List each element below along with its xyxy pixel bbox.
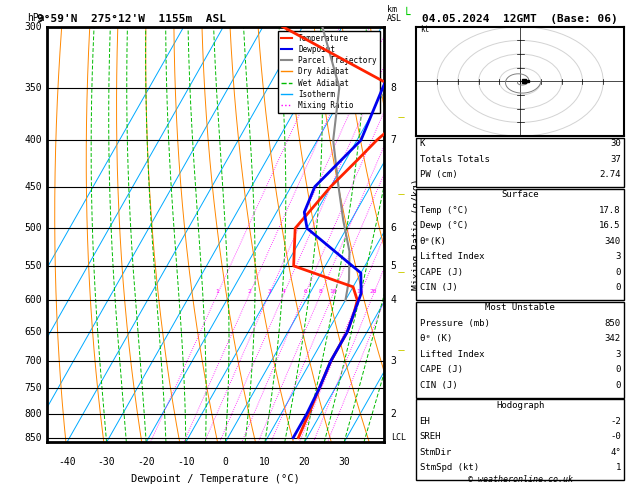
Text: —: — [397,191,404,197]
Text: CAPE (J): CAPE (J) [420,365,462,375]
Text: 7: 7 [391,135,396,145]
Text: Surface: Surface [501,190,539,199]
Text: -0: -0 [610,432,621,441]
Text: 10: 10 [330,289,337,294]
Text: 2: 2 [391,409,396,419]
Text: CIN (J): CIN (J) [420,283,457,293]
Text: 1: 1 [615,463,621,472]
Text: └: └ [403,9,411,22]
Text: Pressure (mb): Pressure (mb) [420,319,489,328]
Text: Lifted Index: Lifted Index [420,252,484,261]
Text: 700: 700 [25,356,42,366]
Text: 750: 750 [25,383,42,393]
Text: —: — [397,114,404,120]
Text: 6: 6 [303,289,307,294]
Text: -10: -10 [177,457,194,467]
Text: 450: 450 [25,182,42,191]
Text: 10: 10 [259,457,271,467]
Text: kt: kt [421,25,430,34]
Text: θᵉ (K): θᵉ (K) [420,334,452,344]
Text: 550: 550 [25,261,42,271]
Text: θᵉ(K): θᵉ(K) [420,237,447,246]
Text: 1: 1 [216,289,220,294]
Text: —: — [397,347,404,353]
Text: Lifted Index: Lifted Index [420,350,484,359]
Text: 850: 850 [604,319,621,328]
Text: 400: 400 [25,135,42,145]
Text: 3: 3 [615,252,621,261]
Text: 340: 340 [604,237,621,246]
Text: © weatheronline.co.uk: © weatheronline.co.uk [468,474,572,484]
Text: 0: 0 [223,457,228,467]
Text: K: K [420,139,425,148]
Text: 4: 4 [282,289,286,294]
Text: km
ASL: km ASL [387,4,402,22]
Text: Hodograph: Hodograph [496,401,544,410]
Text: 20: 20 [299,457,310,467]
Text: 04.05.2024  12GMT  (Base: 06): 04.05.2024 12GMT (Base: 06) [422,14,618,24]
Text: 0: 0 [615,283,621,293]
Text: -20: -20 [137,457,155,467]
Text: 8: 8 [391,83,396,92]
Text: 4: 4 [391,295,396,305]
Text: 16: 16 [357,289,364,294]
Text: PW (cm): PW (cm) [420,170,457,179]
Text: -2: -2 [610,417,621,426]
Text: 16.5: 16.5 [599,221,621,230]
Text: CAPE (J): CAPE (J) [420,268,462,277]
Text: hPa: hPa [27,13,45,22]
Text: 300: 300 [25,22,42,32]
Text: Most Unstable: Most Unstable [485,303,555,312]
Text: Dewp (°C): Dewp (°C) [420,221,468,230]
Text: Mixing Ratio (g/kg): Mixing Ratio (g/kg) [413,179,422,290]
Text: 800: 800 [25,409,42,419]
Text: 3: 3 [615,350,621,359]
Text: Totals Totals: Totals Totals [420,155,489,164]
Text: 0: 0 [615,381,621,390]
Text: 650: 650 [25,327,42,337]
Text: SREH: SREH [420,432,441,441]
Text: 3: 3 [267,289,271,294]
Text: 30: 30 [610,139,621,148]
Text: -30: -30 [97,457,115,467]
Text: 20: 20 [370,289,377,294]
Text: 600: 600 [25,295,42,305]
Text: 17.8: 17.8 [599,206,621,215]
Text: 850: 850 [25,433,42,443]
Text: 0: 0 [615,268,621,277]
Text: 350: 350 [25,83,42,92]
Text: Temp (°C): Temp (°C) [420,206,468,215]
Text: StmSpd (kt): StmSpd (kt) [420,463,479,472]
Text: 30: 30 [338,457,350,467]
Text: 37: 37 [610,155,621,164]
Text: —: — [397,269,404,275]
Text: 342: 342 [604,334,621,344]
Text: EH: EH [420,417,430,426]
Text: 2: 2 [248,289,252,294]
Text: 8: 8 [319,289,323,294]
Text: 9°59'N  275°12'W  1155m  ASL: 9°59'N 275°12'W 1155m ASL [37,14,226,24]
Text: 2.74: 2.74 [599,170,621,179]
Text: 6: 6 [391,223,396,233]
Text: CIN (J): CIN (J) [420,381,457,390]
Text: LCL: LCL [391,433,406,442]
Text: 5: 5 [391,261,396,271]
Text: -40: -40 [58,457,75,467]
Text: Dewpoint / Temperature (°C): Dewpoint / Temperature (°C) [131,474,300,484]
Text: StmDir: StmDir [420,448,452,457]
Text: 500: 500 [25,223,42,233]
Text: 0: 0 [615,365,621,375]
Text: 3: 3 [391,356,396,366]
Legend: Temperature, Dewpoint, Parcel Trajectory, Dry Adiabat, Wet Adiabat, Isotherm, Mi: Temperature, Dewpoint, Parcel Trajectory… [277,31,380,113]
Text: 4°: 4° [610,448,621,457]
